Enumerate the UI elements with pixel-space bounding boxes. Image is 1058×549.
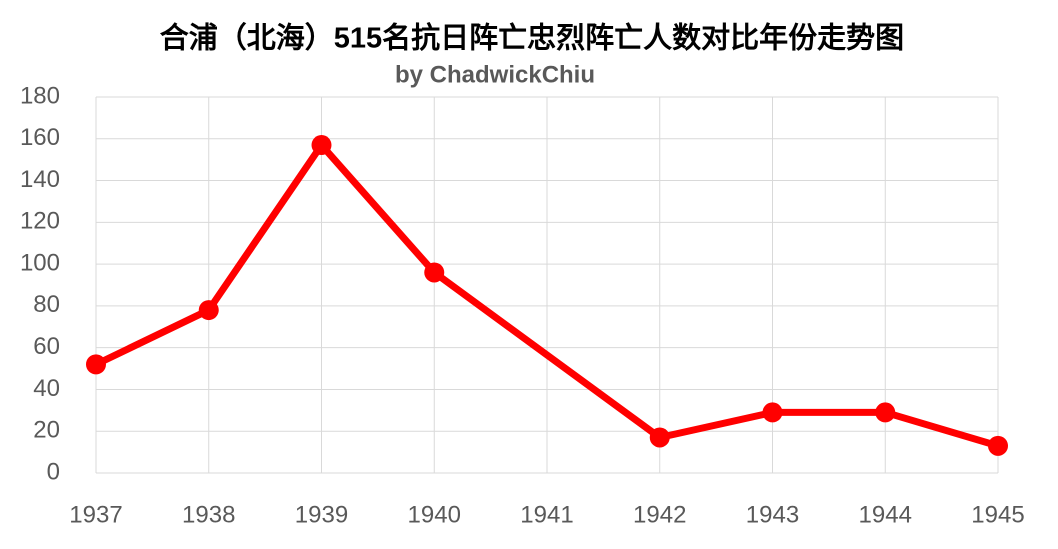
x-tick-label: 1939 — [295, 501, 348, 528]
y-tick-label: 40 — [33, 375, 60, 402]
x-tick-label: 1942 — [633, 501, 686, 528]
y-tick-label: 60 — [33, 333, 60, 360]
x-tick-label: 1940 — [408, 501, 461, 528]
y-tick-label: 100 — [20, 249, 60, 276]
data-point — [762, 402, 783, 423]
x-tick-label: 1938 — [182, 501, 235, 528]
y-tick-label: 180 — [20, 82, 60, 109]
chart-title: 合浦（北海）515名抗日阵亡忠烈阵亡人数对比年份走势图 — [160, 21, 904, 55]
x-tick-label: 1937 — [69, 501, 122, 528]
data-point — [86, 354, 106, 375]
data-point — [988, 435, 1008, 456]
data-point — [198, 300, 219, 321]
y-tick-label: 140 — [20, 166, 60, 193]
data-point — [424, 262, 445, 283]
y-tick-label: 80 — [33, 291, 60, 318]
data-point — [649, 427, 670, 448]
data-line — [94, 141, 999, 450]
x-tick-label: 1945 — [971, 501, 1024, 528]
x-tick-label: 1941 — [520, 501, 573, 528]
x-tick-label: 1944 — [859, 501, 912, 528]
x-tick-label: 1943 — [746, 501, 799, 528]
data-point — [875, 402, 896, 423]
y-tick-label: 0 — [47, 458, 60, 485]
y-tick-label: 120 — [20, 208, 60, 235]
data-point — [311, 135, 332, 156]
y-tick-label: 160 — [20, 124, 60, 151]
chart-subtitle: by ChadwickChiu — [395, 61, 595, 88]
y-tick-label: 20 — [33, 417, 60, 444]
